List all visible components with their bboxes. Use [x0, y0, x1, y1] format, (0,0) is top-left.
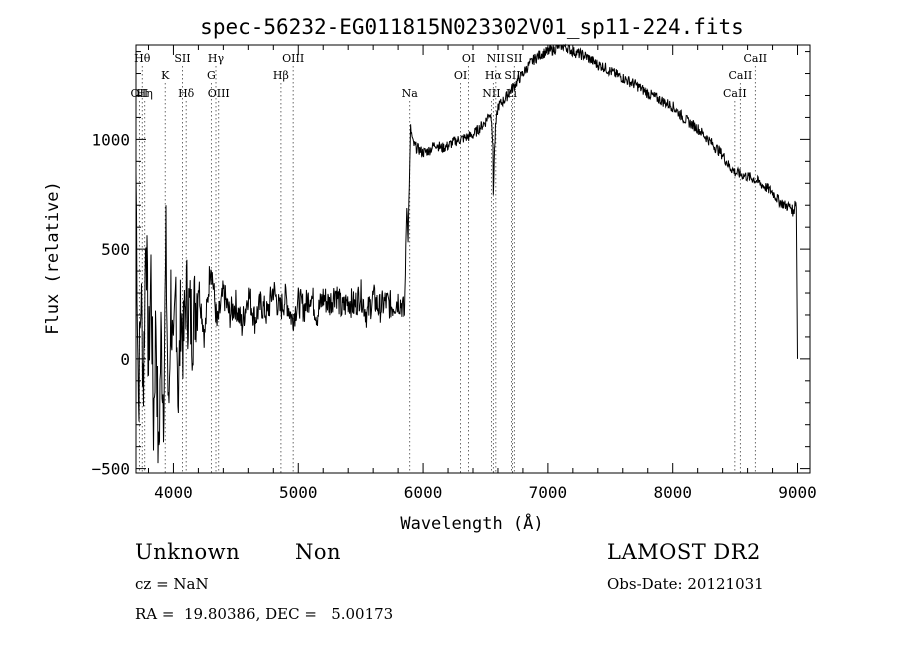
- spectral-line-label: OII: [131, 87, 149, 100]
- spectral-line-13: OI: [462, 52, 475, 473]
- spectral-line-label: OI: [462, 52, 475, 65]
- spectral-line-6: G: [207, 69, 216, 473]
- spectrum-series-line: [135, 43, 798, 464]
- y-tick-label: 0: [120, 350, 130, 369]
- x-tick-label: 9000: [778, 483, 817, 502]
- spectral-line-16: NII: [487, 52, 505, 473]
- spectral-line-4: SII: [174, 52, 191, 473]
- spectral-lines-layer: OII Hθ Hη K SII Hδ G Hγ OIII Hβ OIII Na OI OI NII Hα NII…: [131, 52, 767, 473]
- spectral-line-label: CaII: [743, 52, 767, 65]
- spectral-line-22: CaII: [743, 52, 767, 473]
- spectral-line-label: CaII: [729, 69, 753, 82]
- spectral-line-5: Hδ: [178, 87, 195, 473]
- spectral-line-17: Li: [506, 87, 517, 473]
- y-tick-label: 1000: [91, 130, 130, 149]
- spectral-line-label: K: [161, 69, 170, 82]
- x-tick-label: 7000: [529, 483, 568, 502]
- spectral-line-label: Hβ: [273, 69, 289, 82]
- redshift-value: cz = NaN: [135, 575, 209, 593]
- spectral-line-2: Hη: [137, 87, 153, 473]
- spectral-line-11: Na: [402, 87, 419, 473]
- spectral-line-12: OI: [454, 69, 467, 473]
- spectral-line-label: SII: [504, 69, 520, 82]
- spectral-line-15: Hα: [485, 69, 503, 473]
- spectral-line-label: Hη: [137, 87, 153, 100]
- chart-title: spec-56232-EG011815N023302V01_sp11-224.f…: [200, 15, 744, 39]
- x-axis-label: Wavelength (Å): [400, 512, 543, 534]
- spectral-line-label: SII: [506, 52, 522, 65]
- spectral-line-14: NII: [482, 87, 501, 473]
- spectral-line-20: CaII: [723, 87, 747, 473]
- spectral-line-0: OII: [131, 87, 149, 473]
- y-axis-label: Flux (relative): [43, 181, 63, 335]
- spectral-line-7: Hγ: [208, 52, 225, 473]
- x-tick-label: 5000: [279, 483, 318, 502]
- object-subclass: Non: [295, 540, 342, 564]
- spectrum-chart: spec-56232-EG011815N023302V01_sp11-224.f…: [43, 15, 817, 534]
- x-tick-label: 8000: [653, 483, 692, 502]
- spectral-line-3: K: [161, 69, 170, 473]
- spectral-line-label: OIII: [282, 52, 304, 65]
- spectral-line-label: G: [207, 69, 216, 82]
- spectral-line-8: OIII: [208, 87, 230, 473]
- x-tick-label: 6000: [404, 483, 443, 502]
- plot-frame: [135, 44, 811, 474]
- series-layer: [135, 43, 798, 464]
- spectral-line-18: SII: [504, 69, 521, 473]
- spectral-line-label: NII: [487, 52, 505, 65]
- axis-ticks-layer: 4000 5000 6000 7000 8000 9000 −500 0 500 1000: [91, 45, 817, 502]
- spectral-line-label: OIII: [208, 87, 230, 100]
- spectral-line-21: CaII: [729, 69, 753, 473]
- spectral-line-9: Hβ: [273, 69, 289, 473]
- spectral-line-label: CaII: [723, 87, 747, 100]
- x-tick-label: 4000: [154, 483, 193, 502]
- spectral-line-label: NII: [482, 87, 500, 100]
- coordinates: RA = 19.80386, DEC = 5.00173: [135, 605, 394, 623]
- spectral-line-label: Hα: [485, 69, 503, 82]
- spectral-line-label: OI: [454, 69, 467, 82]
- spectral-line-10: OIII: [282, 52, 304, 473]
- spectral-line-label: Na: [402, 87, 419, 100]
- survey-name: LAMOST DR2: [607, 540, 761, 564]
- spectral-line-label: Hθ: [134, 52, 151, 65]
- spectral-line-19: SII: [506, 52, 522, 473]
- y-tick-label: 500: [101, 240, 130, 259]
- y-tick-label: −500: [91, 460, 130, 479]
- object-class: Unknown: [135, 540, 241, 564]
- spectral-line-label: Hγ: [208, 52, 225, 65]
- observation-date: Obs-Date: 20121031: [607, 575, 764, 593]
- spectral-line-1: Hθ: [134, 52, 151, 473]
- spectral-line-label: Li: [506, 87, 517, 100]
- spectral-line-label: SII: [174, 52, 190, 65]
- spectral-line-label: Hδ: [178, 87, 195, 100]
